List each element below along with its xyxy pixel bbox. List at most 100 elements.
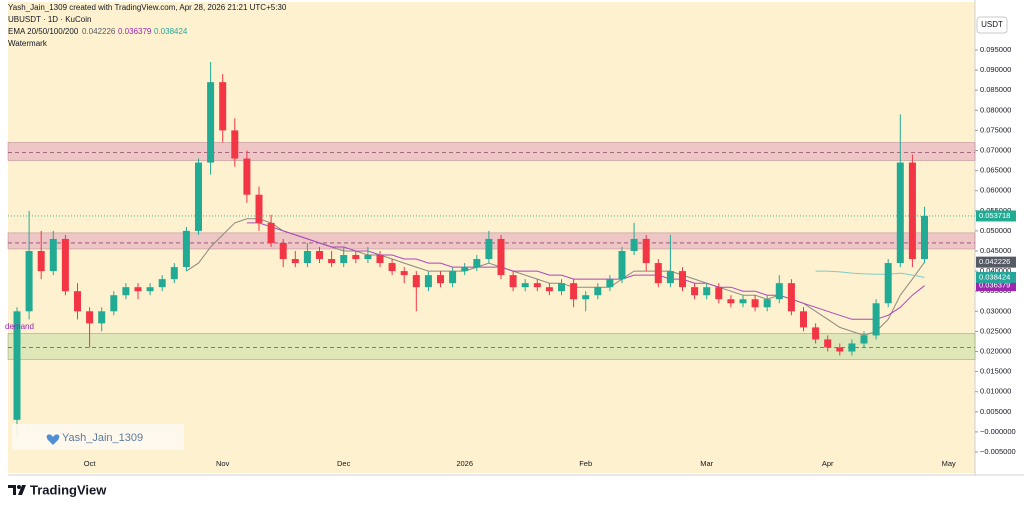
y-tick-label: 0.080000 [980,105,1011,114]
ema-price-label-box [976,280,1016,292]
watermark-label: Watermark [8,39,48,48]
y-tick-label: 0.065000 [980,166,1011,175]
zone-note: demand [5,322,34,331]
y-tick-label: 0.075000 [980,125,1011,134]
y-tick-label: 0.030000 [980,306,1011,315]
y-tick-label: 0.055000 [980,206,1011,215]
candle-body [49,238,57,272]
ema-legend-value: 0.038424 [154,27,188,36]
x-tick-label: Mar [700,459,713,468]
candle-body [25,251,33,312]
candle-body [303,251,311,264]
candle-body [872,303,880,336]
x-tick-label: Apr [822,459,834,468]
y-tick-label: 0.070000 [980,145,1011,154]
candle-body [473,259,481,268]
candle-body [316,251,323,260]
symbol: UBUSDT · 1D · KuCoin [8,15,91,24]
candle-body [74,291,81,312]
candle-body [61,238,69,292]
watermark: Yash_Jain_1309 [62,432,143,444]
candle-body [461,267,469,272]
indicator-name: EMA 20/50/100/200 [8,27,79,36]
candle-body [691,287,699,296]
ema-price-label-box [976,256,1016,268]
x-tick-label: Feb [579,459,592,468]
candle-body [642,238,650,264]
candle-body [558,283,565,292]
candle-body [376,255,384,264]
ema-price-label: 0.042226 [979,257,1010,266]
x-tick-label: Dec [337,459,351,468]
candle-body [207,82,215,163]
y-tick-label: 0.045000 [980,246,1011,255]
y-tick-label: −0.005000 [980,447,1016,456]
candle-body [618,251,626,280]
candle-body [739,299,747,304]
candle-body [497,238,505,276]
candle-body [751,299,759,308]
y-tick-label: 0.010000 [980,387,1011,396]
candle-body [340,255,348,264]
candle-body [364,255,372,260]
candle-body [86,311,94,324]
candle-body [606,279,614,288]
candle-body [666,271,674,284]
candle-body [279,242,287,260]
candle-body [921,215,928,260]
candle-body [195,162,202,231]
x-tick-label: 2026 [456,459,473,468]
candle-body [763,299,771,308]
last-price-label: 0.053718 [979,211,1010,220]
candle-body [812,327,820,340]
candle-body [134,287,142,292]
x-tick-label: Oct [84,459,97,468]
candle-body [654,263,662,284]
candle-body [800,311,807,328]
candle-body [243,158,251,195]
ema-price-label-box [976,271,1016,283]
y-tick-label: 0.020000 [980,346,1011,355]
ema-legend-value: 0.042226 [82,27,116,36]
candle-body [352,255,360,260]
y-tick-label: 0.040000 [980,266,1011,275]
y-tick-label: 0.015000 [980,367,1011,376]
candle-body [727,299,735,304]
candle-body [388,263,396,272]
candle-body [255,194,263,223]
y-tick-label: 0.060000 [980,186,1011,195]
ema-legend-value: 0.036379 [118,27,152,36]
candle-body [703,287,711,296]
candle-body [485,238,493,260]
candle-body [170,267,178,280]
watermark-box [12,424,184,450]
x-tick-label: Nov [216,459,230,468]
currency: USDT [981,20,1003,29]
last-price-label-box [976,210,1016,222]
candle-body [824,339,832,348]
candle-body [509,275,517,288]
x-tick-label: May [942,459,956,468]
candle-body [231,130,239,159]
candle-body [533,283,541,288]
candle-body [860,335,868,344]
candle-body [787,283,795,312]
candle-body [182,230,190,268]
candle-body [848,343,856,352]
currency-box[interactable] [976,16,1008,34]
candle-body [521,283,529,288]
candle-body [267,222,275,243]
ema-price-label: 0.036379 [979,281,1010,290]
candle-body [122,287,130,296]
candle-body [449,271,457,284]
y-tick-label: 0.005000 [980,407,1011,416]
ema-price-label: 0.038424 [979,272,1010,281]
candle-body [594,287,602,296]
candle-body [896,162,904,264]
candle-body [291,259,299,264]
y-tick-label: 0.085000 [980,85,1011,94]
y-tick-label: −0.000000 [980,427,1016,436]
y-tick-label: 0.050000 [980,226,1011,235]
candle-body [110,295,118,312]
